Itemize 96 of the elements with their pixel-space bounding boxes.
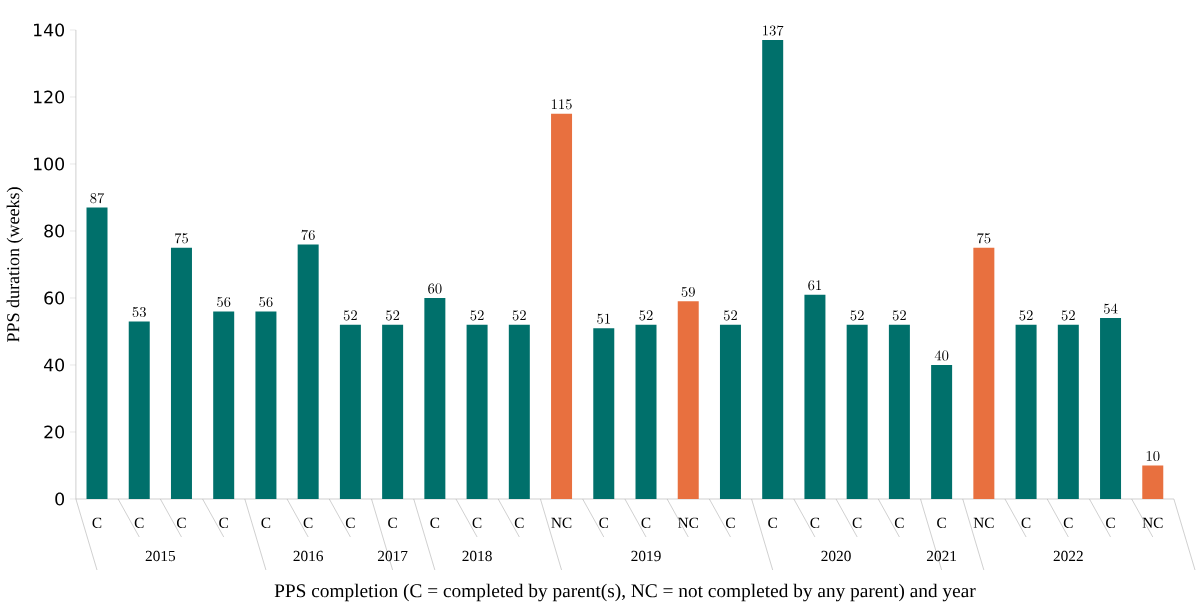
x-tick-label: C xyxy=(852,517,862,528)
bar xyxy=(128,321,150,499)
bar xyxy=(804,294,826,499)
data-label: 52 xyxy=(639,310,653,321)
bar xyxy=(508,324,530,499)
y-tick-label: 0 xyxy=(55,492,65,506)
bar xyxy=(424,297,446,499)
x-tick-label: C xyxy=(894,517,904,528)
text: 2015 xyxy=(145,550,176,562)
x-tick-label: C xyxy=(219,517,228,528)
x-tick-label: NC xyxy=(678,517,699,528)
data-label: 52 xyxy=(470,310,484,321)
x-tick-label: C xyxy=(599,517,609,528)
x-tick-label: C xyxy=(937,517,946,528)
x-tick-label: C xyxy=(176,517,186,528)
x-tick-label: NC xyxy=(1142,517,1163,528)
bar xyxy=(1142,465,1164,499)
data-label: 76 xyxy=(301,229,315,240)
bar xyxy=(86,207,108,499)
x-tick-label: C xyxy=(1106,517,1115,528)
x-tick-label: C xyxy=(430,517,440,528)
data-label: 53 xyxy=(132,307,146,318)
data-label: 52 xyxy=(343,310,357,321)
bar xyxy=(1057,324,1079,499)
x-tick-label: C xyxy=(261,517,271,528)
text: 2022 xyxy=(1053,550,1083,562)
bar xyxy=(973,247,995,499)
bar xyxy=(677,301,699,499)
x-tick-label: C xyxy=(345,517,355,528)
text: 2017 xyxy=(377,550,408,562)
data-label: 137 xyxy=(763,25,784,36)
x-tick-label: NC xyxy=(973,517,994,528)
bar xyxy=(551,113,573,499)
bar xyxy=(719,324,741,499)
data-label: 52 xyxy=(850,310,864,321)
x-tick-label: C xyxy=(472,517,482,528)
x-tick-label: NC xyxy=(551,517,572,528)
data-label: 59 xyxy=(681,286,695,297)
data-label: 87 xyxy=(90,192,105,204)
bar xyxy=(762,40,784,499)
bar xyxy=(931,364,953,499)
x-tick-label: C xyxy=(1063,517,1073,528)
bar xyxy=(846,324,868,499)
x-tick-label: C xyxy=(1021,517,1031,528)
x-tick-label: C xyxy=(810,517,820,528)
data-label: 75 xyxy=(174,233,189,244)
y-tick-label: 20 xyxy=(44,425,65,439)
bar xyxy=(466,324,488,499)
data-label: 75 xyxy=(977,233,991,244)
y-tick-label: 80 xyxy=(44,224,65,238)
y-tick-label: 40 xyxy=(43,358,65,372)
data-label: 52 xyxy=(1019,310,1033,321)
y-tick-label: 120 xyxy=(34,90,65,104)
x-tick-label: C xyxy=(134,517,144,528)
text: 2021 xyxy=(926,550,957,562)
data-label: 52 xyxy=(892,310,906,321)
x-tick-label: C xyxy=(514,517,524,528)
data-label: 10 xyxy=(1146,451,1160,462)
bar xyxy=(593,328,615,499)
text: 2019 xyxy=(631,550,661,562)
data-label: 115 xyxy=(551,99,572,110)
data-label: 40 xyxy=(934,350,949,361)
bar xyxy=(170,247,192,499)
text: 2020 xyxy=(821,550,851,562)
bar xyxy=(1100,318,1122,499)
y-tick-label: 140 xyxy=(34,23,65,37)
data-label: 56 xyxy=(217,296,231,307)
text: 2016 xyxy=(293,550,324,562)
text: 2018 xyxy=(462,550,492,562)
data-label: 52 xyxy=(386,310,400,321)
data-label: 61 xyxy=(808,280,822,291)
data-label: 54 xyxy=(1103,303,1118,314)
x-tick-label: C xyxy=(92,517,102,528)
data-label: 52 xyxy=(512,310,526,321)
data-label: 60 xyxy=(428,283,442,294)
y-tick-label: 100 xyxy=(34,157,65,171)
x-tick-label: C xyxy=(303,517,313,528)
bar xyxy=(888,324,910,499)
bar xyxy=(1015,324,1037,499)
bar xyxy=(382,324,404,499)
x-tick-label: C xyxy=(725,517,735,528)
bar xyxy=(635,324,657,499)
data-label: 52 xyxy=(1061,310,1075,321)
bar xyxy=(255,311,277,499)
bar xyxy=(297,244,319,499)
data-label: 52 xyxy=(723,310,738,321)
y-tick-label: 60 xyxy=(44,291,65,305)
bar xyxy=(213,311,235,499)
bar xyxy=(339,324,361,499)
x-tick-label: C xyxy=(388,517,397,528)
x-tick-label: C xyxy=(768,517,777,528)
data-label: 51 xyxy=(597,313,610,324)
y-axis-title: PPS duration (weeks) xyxy=(6,187,23,342)
x-axis-title: PPS completion (C = completed by parent(s), NC = not completed by any parent) and year xyxy=(274,583,976,602)
data-label: 56 xyxy=(259,296,273,307)
x-tick-label: C xyxy=(641,517,651,528)
